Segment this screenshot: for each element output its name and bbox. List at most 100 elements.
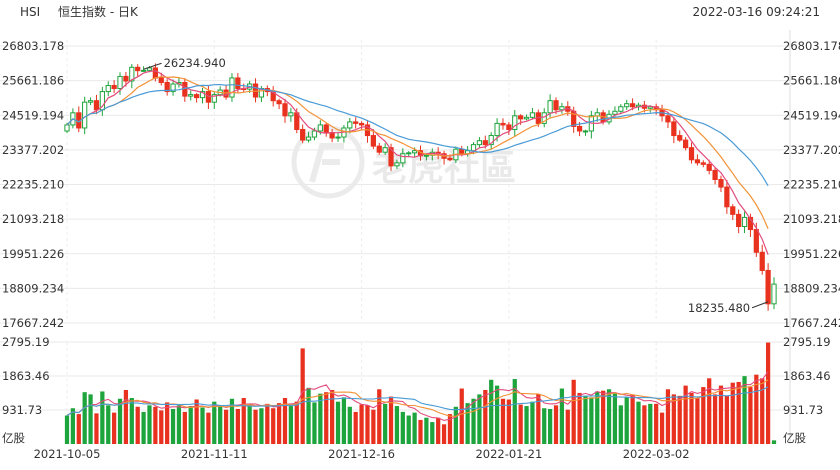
price-tick-label-right: 26803.178 [783, 39, 840, 53]
volume-bar [106, 405, 111, 444]
candle-body [335, 136, 341, 139]
volume-bar [117, 398, 123, 444]
candle-body [706, 163, 712, 171]
candle-body [618, 106, 624, 112]
price-tick-label-right: 21093.218 [783, 212, 840, 226]
volume-bar [465, 403, 470, 444]
candle-body [358, 122, 365, 126]
volume-bar [153, 406, 158, 444]
volume-bar [259, 408, 264, 444]
volume-bar [182, 411, 187, 444]
candle-body [518, 115, 524, 120]
price-tick-label-left: 19951.226 [2, 247, 64, 261]
price-annotations: 26234.940 18235.480 [143, 56, 769, 315]
volume-bar [618, 405, 623, 444]
candle-body [765, 269, 771, 305]
candle-body [129, 66, 135, 82]
candle-body [400, 153, 406, 164]
volume-bar [542, 408, 547, 444]
candle-body [476, 140, 483, 146]
candle-body [347, 121, 353, 129]
volume-bar [695, 398, 700, 444]
candle-body [447, 157, 453, 161]
price-tick-label-left: 17667.242 [2, 316, 64, 330]
volume-bar [194, 399, 199, 444]
candle-body [482, 140, 488, 146]
volume-tick-label-left: 931.73 [2, 403, 42, 417]
volume-bar [754, 374, 759, 444]
volume-bar [671, 394, 676, 444]
volume-bar [100, 391, 105, 444]
volume-bar [70, 408, 76, 444]
volume-bar [736, 381, 741, 444]
candle-body [370, 135, 376, 147]
volume-bar [701, 387, 706, 444]
candle-body [382, 147, 388, 153]
candle-body [671, 121, 677, 137]
volume-bar [730, 382, 735, 444]
volume-bar [689, 392, 694, 444]
volume-bar [483, 389, 488, 444]
candle-body [388, 147, 394, 167]
volume-bar [312, 402, 317, 444]
candle-body [547, 100, 553, 114]
volume-bar [436, 417, 441, 444]
volume-bar [406, 415, 411, 444]
volume-bar [76, 414, 81, 444]
volume-bar [583, 395, 588, 444]
candle-body [688, 147, 695, 161]
ma10-line [66, 76, 769, 230]
price-tick-label-right: 23377.202 [783, 143, 840, 157]
volume-bar [648, 403, 653, 444]
volume-bar [524, 406, 529, 444]
candle-body [317, 124, 323, 132]
candle-body [123, 75, 129, 82]
volume-bar [489, 379, 494, 444]
ma5-line [66, 70, 769, 255]
volume-bar [665, 389, 671, 444]
candle-body [470, 144, 477, 152]
candle-body [311, 130, 318, 138]
candle-body [500, 122, 506, 126]
volume-unit-label-left: 亿股 [2, 431, 25, 445]
candle-body [541, 112, 547, 124]
candle-body [459, 148, 465, 155]
volume-bar [601, 390, 606, 444]
volume-bars [64, 342, 777, 444]
volume-bar [506, 399, 511, 444]
volume-bar [441, 424, 447, 444]
price-tick-label-right: 17667.242 [783, 316, 840, 330]
volume-bar [659, 412, 665, 444]
volume-bar [64, 415, 70, 444]
volume-bar [447, 414, 453, 444]
candle-body [724, 186, 730, 208]
price-tick-label-right: 25661.186 [783, 74, 840, 88]
volume-bar [265, 403, 270, 444]
volume-bar [200, 407, 205, 444]
volume-bar [571, 379, 576, 444]
volume-bar [724, 395, 729, 444]
volume-bar [353, 411, 358, 444]
candle-body [753, 229, 759, 253]
candle-body [282, 103, 288, 117]
price-tick-label-right: 18809.234 [783, 281, 840, 295]
volume-bar [141, 411, 146, 444]
volume-bar [341, 397, 347, 444]
candle-body [629, 103, 636, 108]
volume-bar [176, 405, 182, 444]
volume-bar [553, 405, 559, 444]
candle-body [135, 66, 141, 72]
volume-bar [459, 388, 464, 444]
volume-bar [82, 392, 87, 444]
candle-body [193, 94, 200, 99]
candle-body [423, 154, 430, 157]
volume-bar [253, 409, 258, 444]
volume-bar [494, 385, 500, 444]
volume-bar [477, 394, 482, 444]
volume-bar [606, 389, 612, 444]
volume-bar [712, 394, 718, 444]
candle-body [252, 83, 259, 98]
volume-bar [206, 412, 211, 444]
candle-body [164, 81, 170, 93]
candle-body [488, 135, 494, 146]
